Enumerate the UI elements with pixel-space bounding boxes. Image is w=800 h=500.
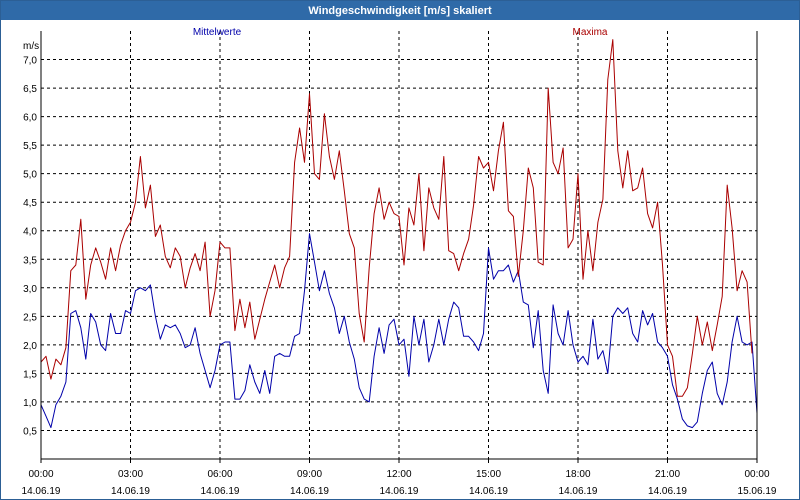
series-line-maxima: [40, 39, 753, 397]
x-tick-date: 14.06.19: [648, 486, 687, 497]
x-tick-time: 03:00: [118, 469, 143, 480]
x-tick-date: 14.06.19: [201, 486, 240, 497]
x-tick-date: 14.06.19: [469, 486, 508, 497]
y-tick-label: 3,5: [23, 255, 37, 266]
x-tick-date: 14.06.19: [559, 486, 598, 497]
x-tick-date: 15.06.19: [738, 486, 777, 497]
x-tick-date: 14.06.19: [111, 486, 150, 497]
x-tick-time: 15:00: [476, 469, 501, 480]
x-tick-time: 18:00: [565, 469, 590, 480]
x-tick-date: 14.06.19: [22, 486, 61, 497]
x-tick-time: 09:00: [297, 469, 322, 480]
y-tick-label: 2,5: [23, 312, 37, 323]
legend-label-mittelwerte: Mittelwerte: [193, 27, 242, 38]
x-tick-time: 00:00: [28, 469, 53, 480]
y-tick-label: 3,0: [23, 284, 37, 295]
grid: [41, 31, 757, 459]
y-tick-label: 1,0: [23, 398, 37, 409]
y-tick-label: 6,0: [23, 113, 37, 124]
y-tick-label: 1,5: [23, 369, 37, 380]
y-tick-label: 5,5: [23, 141, 37, 152]
y-tick-label: 6,5: [23, 84, 37, 95]
legend-label-maxima: Maxima: [572, 27, 607, 38]
x-tick-time: 00:00: [744, 469, 769, 480]
axis-labels: 0,5 1,0 1,5 2,0 2,5 3,0 3,5 4,0 4,5 5,0 5,5 6,0 6,5 7…: [22, 27, 777, 497]
y-tick-label: 0,5: [23, 426, 37, 437]
x-tick-date: 14.06.19: [380, 486, 419, 497]
y-axis-unit-label: m/s: [23, 41, 39, 52]
y-tick-label: 5,0: [23, 170, 37, 181]
y-tick-label: 4,0: [23, 227, 37, 238]
x-tick-time: 06:00: [207, 469, 232, 480]
y-tick-label: 7,0: [23, 56, 37, 67]
axes: [40, 31, 758, 463]
x-tick-time: 21:00: [655, 469, 680, 480]
y-tick-label: 2,0: [23, 341, 37, 352]
series-layer: [40, 39, 758, 429]
x-tick-date: 14.06.19: [290, 486, 329, 497]
y-tick-label: 4,5: [23, 198, 37, 209]
x-tick-time: 12:00: [386, 469, 411, 480]
window-title: Windgeschwindigkeit [m/s] skaliert: [1, 1, 799, 20]
series-line-mittelwerte: [40, 233, 758, 429]
